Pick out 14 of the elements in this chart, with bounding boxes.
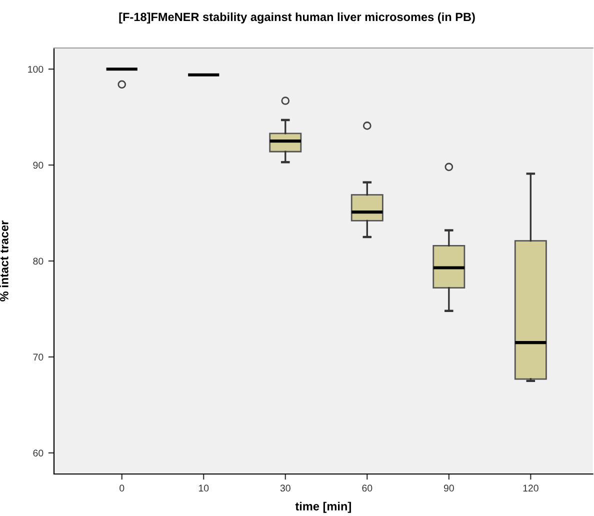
x-tick-label: 60 <box>362 484 372 492</box>
x-tick-label: 120 <box>523 484 538 492</box>
x-tick-label: 90 <box>444 484 454 492</box>
y-tick-label: 80 <box>33 258 44 265</box>
chart-title: [F-18]FMeNER stability against human liver microsomes (in PB) <box>119 12 475 24</box>
x-tick-label: 10 <box>198 484 209 492</box>
y-tick-label: 100 <box>28 66 44 73</box>
y-tick-label: 70 <box>33 354 44 361</box>
y-tick-label: 60 <box>33 450 44 457</box>
x-tick-label: 30 <box>280 484 290 492</box>
y-axis-title: % intact tracer <box>0 220 8 302</box>
x-axis-title: time [min] <box>295 502 351 513</box>
y-tick-label: 90 <box>33 162 44 169</box>
x-tick-label: 0 <box>120 484 124 492</box>
